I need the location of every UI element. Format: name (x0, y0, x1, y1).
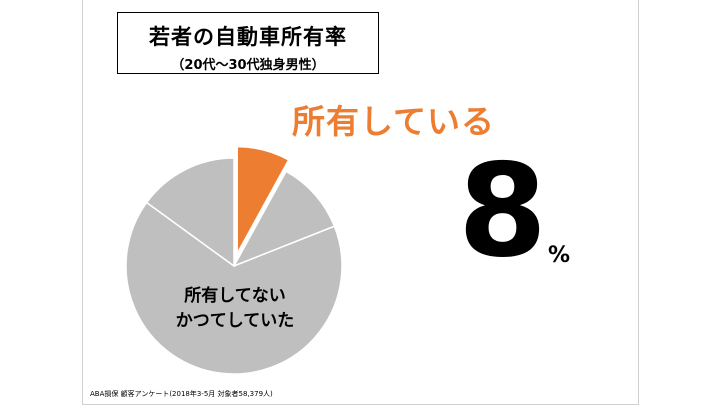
pie-slice-4 (145, 157, 235, 268)
pie-slice-2 (232, 170, 336, 268)
title-box: 若者の自動車所有率 （20代～30代独身男性） (117, 12, 379, 74)
chart-title: 若者の自動車所有率 (149, 25, 347, 49)
pie-chart (125, 145, 343, 375)
pie-slice-3 (125, 201, 343, 375)
percent-sign: % (548, 243, 571, 268)
chart-subtitle: （20代～30代独身男性） (171, 58, 325, 73)
big-percentage-value: 8 (458, 137, 548, 286)
owning-label: 所有している (292, 102, 496, 141)
source-note: ABA損保 顧客アンケート(2018年3-5月 対象者58,379人) (90, 390, 273, 398)
pie-label-line2: かつてしていた (175, 311, 295, 331)
pie-slice-1 (235, 145, 291, 255)
pie-label-line1: 所有してない (184, 286, 286, 306)
